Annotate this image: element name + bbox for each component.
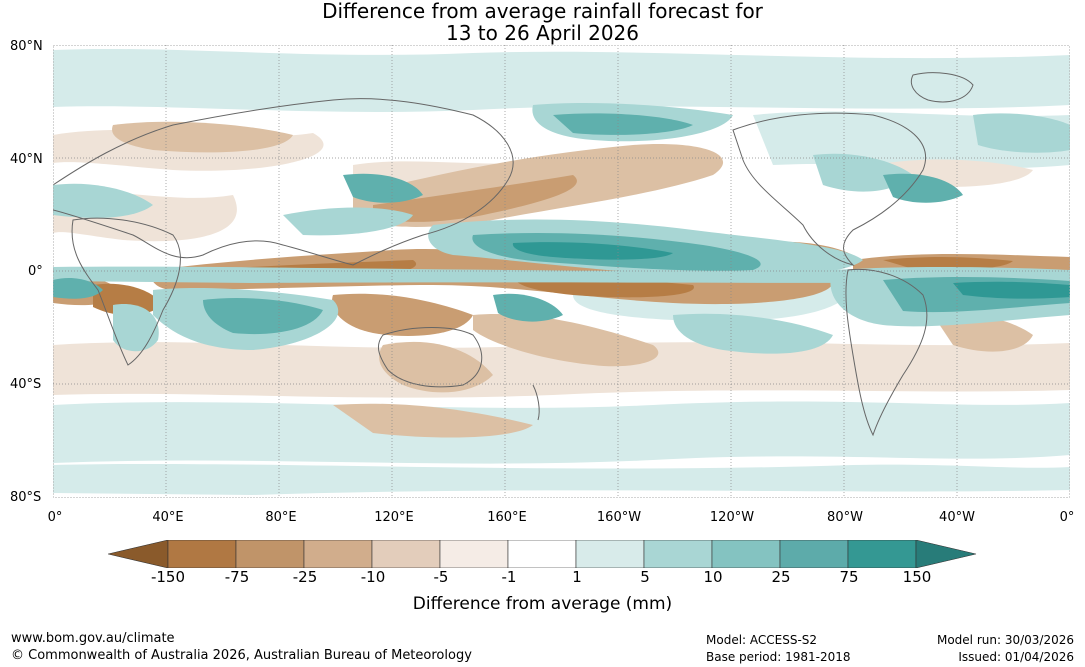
lon-label-120w: 120°W xyxy=(709,510,755,525)
colorbar-label: 10 xyxy=(703,568,723,586)
australia-coast xyxy=(377,327,483,388)
colorbar-label: 25 xyxy=(771,568,791,586)
lat-label-equator: 0° xyxy=(28,264,43,279)
lon-label-120e: 120°E xyxy=(374,510,414,525)
eurasia-coast xyxy=(53,98,514,266)
lat-label-40n: 40°N xyxy=(10,152,43,167)
colorbar-unit-label: Difference from average (mm) xyxy=(412,594,673,614)
colorbar-segment xyxy=(711,540,781,568)
map-title-line2: 13 to 26 April 2026 xyxy=(445,21,640,45)
colorbar-label: -1 xyxy=(501,568,517,586)
graticule xyxy=(53,45,1070,498)
greenland-coast xyxy=(910,72,974,103)
new-zealand-coast xyxy=(532,384,540,421)
copyright-text: © Commonwealth of Australia 2026, Austra… xyxy=(11,648,472,663)
lon-label-40e: 40°E xyxy=(152,510,184,525)
colorbar-segment xyxy=(779,540,849,568)
colorbar-label: 150 xyxy=(902,568,932,586)
map-title-line1: Difference from average rainfall forecas… xyxy=(322,0,763,23)
colorbar-label: -25 xyxy=(292,568,318,586)
base-period: Base period: 1981-2018 xyxy=(706,650,851,664)
issued-date: Issued: 01/04/2026 xyxy=(958,650,1074,664)
colorbar-segment xyxy=(575,540,645,568)
lon-label-40w: 40°W xyxy=(939,510,975,525)
colorbar-label: -5 xyxy=(433,568,449,586)
map-frame xyxy=(53,45,1070,498)
africa-coast xyxy=(71,217,181,366)
colorbar-label: 75 xyxy=(839,568,859,586)
colorbar-extend-high xyxy=(915,540,977,568)
south-america-coast xyxy=(845,268,928,437)
colorbar-extend-low xyxy=(108,540,169,568)
colorbar-segment xyxy=(507,540,577,568)
lon-label-0: 0° xyxy=(47,510,63,525)
lon-label-80e: 80°E xyxy=(265,510,297,525)
lon-label-160w: 160°W xyxy=(596,510,642,525)
colorbar-label: -10 xyxy=(360,568,386,586)
rainfall-anomaly-map xyxy=(53,45,1070,498)
lon-label-160e: 160°E xyxy=(487,510,527,525)
colorbar-segment xyxy=(371,540,441,568)
model-run-date: Model run: 30/03/2026 xyxy=(936,633,1074,647)
colorbar-segment xyxy=(439,540,509,568)
website-link[interactable]: www.bom.gov.au/climate xyxy=(11,631,175,646)
colorbar-label: -150 xyxy=(150,568,186,586)
coastlines xyxy=(53,72,974,437)
wet-anomaly-patches xyxy=(53,103,1070,354)
lat-label-80n: 80°N xyxy=(10,39,43,54)
colorbar-label: -75 xyxy=(224,568,250,586)
colorbar-segment xyxy=(847,540,917,568)
model-name: Model: ACCESS-S2 xyxy=(706,633,818,647)
colorbar-label: 1 xyxy=(572,568,582,586)
colorbar-label: 5 xyxy=(640,568,650,586)
colorbar-segment xyxy=(167,540,237,568)
colorbar xyxy=(108,540,977,568)
colorbar-segment xyxy=(643,540,713,568)
lat-label-40s: 40°S xyxy=(10,377,42,392)
lon-label-80w: 80°W xyxy=(827,510,863,525)
colorbar-segment xyxy=(303,540,373,568)
lat-label-80s: 80°S xyxy=(10,490,42,505)
colorbar-segment xyxy=(235,540,305,568)
lon-label-0-east: 0° xyxy=(1059,510,1075,525)
north-america-coast xyxy=(732,112,926,266)
